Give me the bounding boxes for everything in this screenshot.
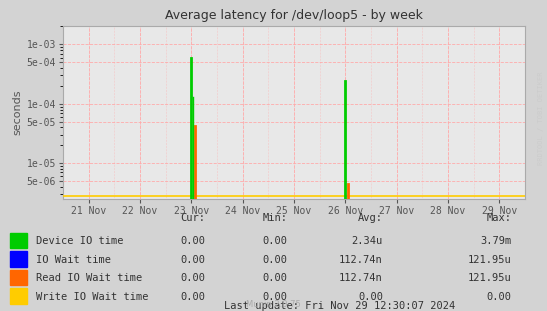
Text: 0.00: 0.00: [262, 255, 287, 265]
Text: Read IO Wait time: Read IO Wait time: [36, 273, 142, 283]
Text: 112.74n: 112.74n: [339, 255, 383, 265]
Text: IO Wait time: IO Wait time: [36, 255, 110, 265]
Text: 0.00: 0.00: [262, 292, 287, 302]
Bar: [10, 270, 27, 285]
Text: 0.00: 0.00: [180, 292, 205, 302]
Text: 0.00: 0.00: [358, 292, 383, 302]
Text: Last update: Fri Nov 29 12:30:07 2024: Last update: Fri Nov 29 12:30:07 2024: [224, 301, 455, 311]
Text: 0.00: 0.00: [486, 292, 511, 302]
Text: 121.95u: 121.95u: [468, 273, 511, 283]
Y-axis label: seconds: seconds: [13, 90, 22, 136]
Text: 112.74n: 112.74n: [339, 273, 383, 283]
Text: Device IO time: Device IO time: [36, 236, 123, 246]
Title: Average latency for /dev/loop5 - by week: Average latency for /dev/loop5 - by week: [165, 10, 423, 22]
Text: Cur:: Cur:: [180, 213, 205, 223]
Text: 121.95u: 121.95u: [468, 255, 511, 265]
Text: RRDTOOL / TOBI OETIKER: RRDTOOL / TOBI OETIKER: [538, 72, 544, 165]
Text: Avg:: Avg:: [358, 213, 383, 223]
Text: 0.00: 0.00: [262, 236, 287, 246]
Text: Munin 2.0.75: Munin 2.0.75: [246, 300, 301, 309]
Text: 0.00: 0.00: [180, 273, 205, 283]
Bar: [10, 288, 27, 304]
Text: 2.34u: 2.34u: [352, 236, 383, 246]
Text: Min:: Min:: [262, 213, 287, 223]
Text: 0.00: 0.00: [180, 236, 205, 246]
Bar: [10, 252, 27, 267]
Text: Write IO Wait time: Write IO Wait time: [36, 292, 148, 302]
Text: Max:: Max:: [486, 213, 511, 223]
Text: 0.00: 0.00: [262, 273, 287, 283]
Text: 0.00: 0.00: [180, 255, 205, 265]
Text: 3.79m: 3.79m: [480, 236, 511, 246]
Bar: [10, 233, 27, 248]
